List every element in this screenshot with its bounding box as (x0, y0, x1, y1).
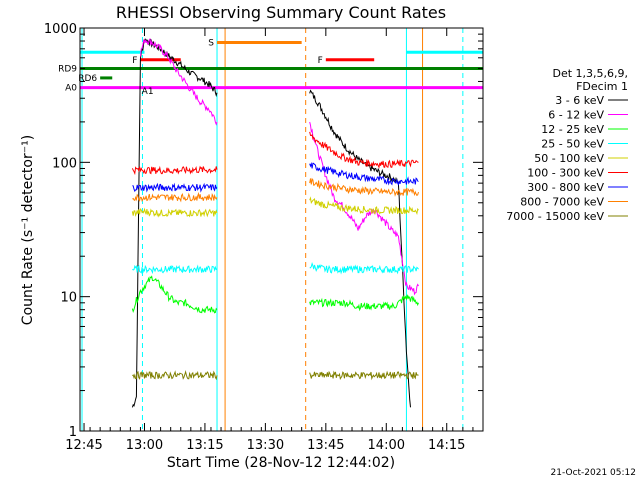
state-flag-label-5: A0 (65, 84, 77, 94)
series-0-segment-1 (309, 89, 411, 408)
legend-label-6: 300 - 800 keV (527, 181, 604, 194)
chart-title: RHESSI Observing Summary Count Rates (116, 3, 446, 22)
y-axis-label: Count Rate (s⁻¹ detector⁻¹) (20, 135, 36, 325)
series-5-segment-0 (131, 165, 218, 176)
series-2 (131, 275, 419, 314)
series-4 (131, 196, 419, 218)
vertical-markers (81, 28, 464, 431)
state-flag-label-6: A1 (142, 87, 154, 97)
x-tick-label-3: 13:30 (247, 438, 284, 453)
legend-label-0: 3 - 6 keV (555, 94, 604, 107)
y-tick-label-0: 1 (69, 425, 77, 440)
state-flag-label-2: S (208, 38, 214, 48)
x-tick-label-0: 12:45 (65, 438, 102, 453)
state-flag-label-4: RD6 (78, 74, 97, 84)
series-7 (132, 177, 419, 203)
series-8-segment-0 (132, 370, 218, 381)
y-tick-label-3: 1000 (44, 22, 77, 37)
state-flag-label-1: F (318, 56, 323, 66)
series-2-segment-1 (309, 294, 419, 312)
legend-label-3: 25 - 50 keV (541, 138, 604, 151)
x-tick-label-4: 13:45 (307, 438, 344, 453)
legend-label-2: 12 - 25 keV (541, 123, 604, 136)
series-1-segment-1 (309, 121, 419, 296)
series-6 (132, 161, 419, 193)
legend-label-7: 800 - 7000 keV (520, 196, 604, 209)
series-8-segment-1 (309, 370, 419, 381)
state-flag-label-3: RD9 (58, 64, 77, 74)
x-axis-label: Start Time (28-Nov-12 12:44:02) (167, 455, 395, 471)
legend-label-4: 50 - 100 keV (534, 152, 604, 165)
legend-header-0: Det 1,3,5,6,9, (552, 67, 628, 80)
series-4-segment-1 (309, 196, 419, 216)
series-6-segment-1 (309, 161, 419, 186)
legend-label-1: 6 - 12 keV (548, 109, 604, 122)
state-flag-label-0: F (132, 56, 137, 66)
y-axis: 1 10 100 1000 (44, 22, 483, 440)
legend-label-5: 100 - 300 keV (527, 167, 604, 180)
x-tick-label-6: 14:15 (428, 438, 465, 453)
series-3-segment-1 (309, 261, 419, 275)
footer-timestamp: 21-Oct-2021 05:12 (551, 468, 636, 478)
y-tick-label-1: 10 (60, 291, 77, 306)
legend-label-8: 7000 - 15000 keV (506, 210, 604, 223)
series-4-segment-0 (131, 207, 218, 218)
series-3 (132, 261, 419, 275)
series-7-segment-1 (309, 177, 419, 197)
series-7-segment-0 (132, 191, 218, 203)
series-5 (131, 131, 419, 176)
x-tick-label-1: 13:00 (126, 438, 163, 453)
series-6-segment-0 (132, 182, 218, 193)
data-series (131, 38, 419, 408)
series-8 (132, 370, 419, 381)
series-2-segment-0 (131, 275, 218, 314)
x-tick-label-2: 13:15 (186, 438, 223, 453)
x-tick-label-5: 14:00 (368, 438, 405, 453)
series-1-segment-0 (139, 38, 218, 126)
x-axis: 12:45 13:00 13:15 13:30 13:45 14:00 14:15 (65, 28, 484, 453)
series-0 (131, 38, 411, 408)
series-5-segment-1 (309, 131, 419, 169)
legend: Det 1,3,5,6,9,FDecim 13 - 6 keV 6 - 12 ke… (506, 67, 628, 223)
series-1 (139, 38, 419, 296)
legend-header-1: FDecim 1 (576, 80, 628, 93)
y-tick-label-2: 100 (52, 156, 77, 171)
series-3-segment-0 (132, 264, 218, 275)
